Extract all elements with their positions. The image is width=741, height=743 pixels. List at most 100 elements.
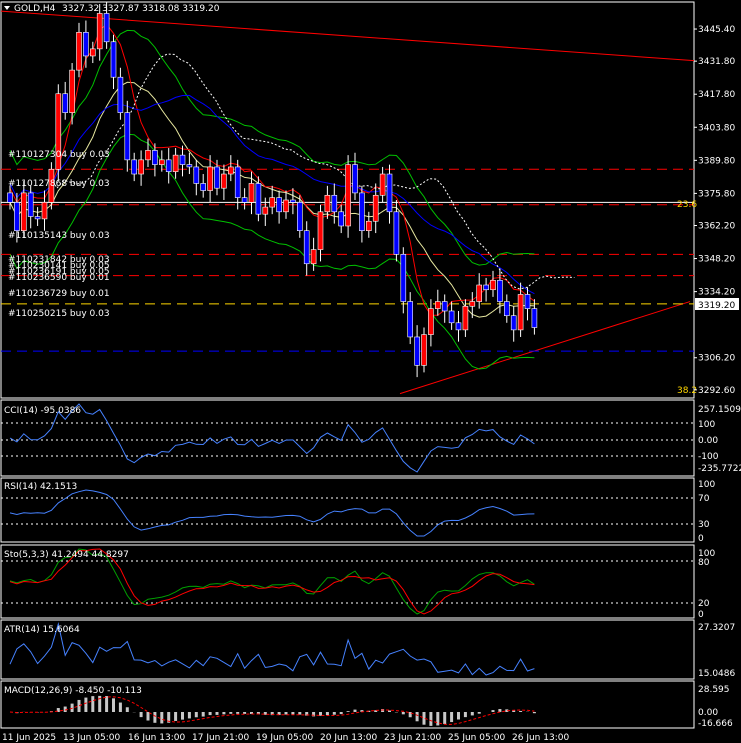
candle-body	[455, 322, 462, 331]
y-tick-label: 3445.40	[698, 25, 735, 35]
cci-tick: -235.7722	[698, 464, 741, 474]
candle-body	[421, 334, 427, 366]
y-tick-label: 3417.80	[698, 90, 735, 100]
stoch-tick: 20	[698, 599, 710, 609]
trendline-lower	[399, 301, 691, 395]
macd-signal-line	[9, 696, 535, 725]
candle-body	[110, 41, 117, 78]
candle-body	[200, 183, 206, 191]
candle-body	[152, 150, 158, 165]
candle-body	[510, 315, 517, 331]
current-price-box	[695, 298, 739, 310]
level-upper-label: 23.6	[677, 200, 697, 210]
y-tick-label: 3334.20	[698, 288, 735, 298]
candle-body	[255, 183, 262, 215]
candle-body	[365, 220, 372, 231]
cci-panel	[0, 399, 695, 477]
rsi-tick: 70	[698, 494, 710, 504]
macd-tick: -16.666	[698, 719, 733, 729]
candle-body	[193, 166, 200, 184]
candle-body	[241, 197, 248, 203]
candle-body	[48, 169, 55, 203]
candle-body	[165, 159, 172, 172]
x-tick-label: 20 Jun 13:00	[320, 733, 377, 743]
candle-body	[441, 301, 448, 312]
macd-label: MACD(12,26,9) -8.450 -10.113	[4, 686, 142, 696]
cci-tick: 100	[698, 420, 715, 430]
ichimoku-span	[49, 53, 575, 290]
candle-body	[324, 194, 331, 213]
y-tick-label: 3403.80	[698, 123, 735, 133]
candle-body	[290, 199, 296, 203]
level-lower-label: 38.2	[677, 386, 697, 396]
candle-body	[55, 93, 62, 170]
trade-label: #110236191 buy 0.05	[8, 267, 110, 277]
candle-body	[517, 294, 524, 331]
candle-body	[76, 32, 82, 71]
candle-body	[228, 166, 234, 175]
x-tick-label: 19 Jun 05:00	[256, 733, 313, 743]
cci-tick: 257.1509	[698, 405, 741, 415]
candle-body	[524, 294, 531, 309]
dropdown-icon[interactable]	[4, 6, 10, 10]
candle-body	[221, 173, 227, 189]
candle-body	[338, 211, 345, 227]
candle-body	[83, 32, 89, 57]
candle-body	[138, 159, 144, 175]
candle-body	[124, 112, 131, 161]
candle-body	[214, 166, 220, 189]
candle-body	[20, 192, 27, 231]
main-panel	[0, 1, 695, 399]
y-tick-label: 3292.60	[698, 386, 735, 396]
candle-body	[34, 216, 41, 220]
candle-body	[234, 166, 241, 198]
candle-body	[386, 173, 393, 213]
trade-label: #110250215 buy 0.03	[8, 309, 110, 319]
x-tick-label: 23 Jun 21:00	[384, 733, 441, 743]
candle-body	[96, 13, 103, 50]
x-tick-label: 13 Jun 05:00	[63, 733, 120, 743]
atr-tick: 15.0486	[698, 669, 735, 679]
stoch-tick: 0	[698, 610, 704, 620]
trade-label: #110230141 buy 0.05	[8, 261, 110, 271]
kijun-line	[9, 94, 535, 295]
candle-body	[393, 211, 400, 255]
candle-body	[131, 159, 137, 175]
macd-tick: 28.595	[698, 685, 730, 695]
rsi-line	[9, 489, 535, 537]
candle-body	[62, 93, 69, 113]
candle-body	[462, 305, 469, 331]
candle-body	[448, 310, 455, 324]
candle-body	[269, 197, 276, 208]
y-tick-label: 3306.20	[698, 354, 735, 364]
candle-body	[14, 202, 20, 231]
trade-label: #110236729 buy 0.01	[8, 289, 110, 299]
atr-label: ATR(14) 15.6064	[4, 625, 80, 635]
candle-body	[414, 336, 420, 366]
cci-label: CCI(14) -95.0386	[4, 406, 81, 416]
trade-label: #110135143 buy 0.03	[8, 231, 110, 241]
candle-body	[317, 211, 324, 250]
trade-label: #110236590 buy 0.01	[8, 273, 110, 283]
y-tick-label: 3431.80	[698, 57, 735, 67]
x-tick-label: 26 Jun 13:00	[512, 733, 569, 743]
candle-body	[310, 249, 317, 265]
rsi-panel	[0, 477, 695, 543]
trendline-upper	[0, 10, 695, 62]
candle-body	[207, 166, 213, 191]
atr-panel	[0, 619, 695, 680]
candle-body	[41, 202, 48, 220]
candle-body	[186, 164, 193, 168]
trade-label: #110127868 buy 0.03	[8, 179, 110, 189]
candle-body	[490, 279, 496, 291]
stoch-signal-line	[9, 548, 535, 615]
candle-body	[469, 301, 476, 307]
stoch-main-line	[9, 548, 535, 615]
candle-body	[379, 173, 386, 196]
candle-body	[531, 308, 538, 328]
macd-tick: 0.00	[698, 708, 718, 718]
candle-body	[283, 199, 289, 213]
macd-panel	[0, 680, 695, 729]
candle-body	[345, 164, 351, 227]
